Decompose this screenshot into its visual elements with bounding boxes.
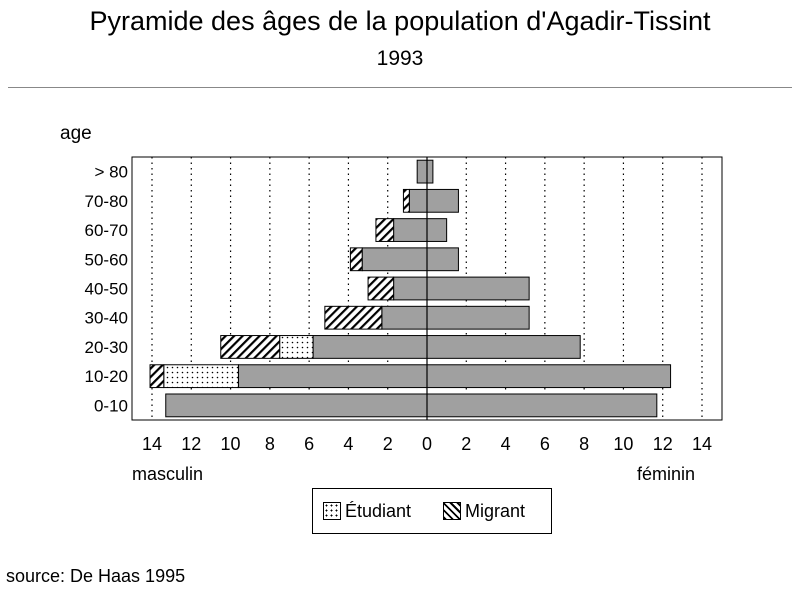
bar-male-etudiant — [163, 364, 239, 389]
y-tick-label: 40-50 — [85, 280, 128, 299]
dotted-pattern-swatch — [323, 502, 341, 520]
bar-male-resident — [393, 276, 428, 301]
bar-male-migrant — [349, 247, 363, 272]
y-tick-label: > 80 — [94, 163, 128, 182]
y-tick-label: 50-60 — [85, 250, 128, 269]
y-tick-label: 20-30 — [85, 338, 128, 357]
x-tick-label: 10 — [613, 434, 633, 454]
female-side-label: féminin — [637, 464, 696, 484]
legend-label-etudiant: Étudiant — [345, 500, 412, 521]
title-divider — [8, 87, 792, 88]
bar-male-resident — [237, 364, 428, 389]
chart-title: Pyramide des âges de la population d'Aga… — [89, 6, 711, 36]
x-tick-label: 10 — [221, 434, 241, 454]
x-tick-label: 2 — [461, 434, 471, 454]
bar-female-resident — [426, 159, 434, 184]
bar-male-migrant — [324, 305, 383, 330]
bar-female-resident — [426, 218, 448, 242]
legend-item-migrant: Migrant — [443, 500, 525, 522]
x-tick-label: 6 — [304, 434, 314, 454]
y-axis-label: age — [60, 123, 92, 144]
bar-male-migrant — [367, 276, 395, 301]
bar-female-resident — [426, 393, 658, 418]
x-tick-label: 2 — [383, 434, 393, 454]
source-note: source: De Haas 1995 — [6, 566, 186, 586]
bar-male-resident — [361, 247, 428, 272]
bar-female-resident — [426, 188, 459, 213]
legend-label-migrant: Migrant — [465, 500, 526, 521]
x-tick-label: 14 — [692, 434, 712, 454]
x-tick-label: 4 — [501, 434, 511, 454]
bar-male-resident — [165, 393, 428, 418]
x-tick-label: 4 — [343, 434, 353, 454]
bar-male-migrant — [220, 335, 281, 359]
y-tick-label: 70-80 — [85, 192, 128, 211]
bar-male-resident — [381, 305, 428, 330]
bar-male-migrant — [402, 188, 410, 213]
legend-item-etudiant: Étudiant — [323, 500, 411, 522]
bar-male-resident — [408, 188, 428, 213]
hatched-pattern-swatch — [443, 502, 461, 520]
y-tick-label: 60-70 — [85, 221, 128, 240]
y-tick-label: 0-10 — [94, 396, 128, 415]
y-tick-label: 10-20 — [85, 367, 128, 386]
x-tick-label: 8 — [265, 434, 275, 454]
chart-legend: Étudiant Migrant — [312, 488, 552, 534]
x-tick-label: 0 — [422, 434, 432, 454]
x-tick-label: 12 — [181, 434, 201, 454]
bar-female-resident — [426, 276, 530, 301]
male-side-label: masculin — [132, 464, 204, 484]
bar-male-resident — [416, 159, 428, 184]
bar-male-migrant — [149, 364, 165, 389]
bar-male-resident — [312, 335, 428, 359]
x-tick-label: 12 — [653, 434, 673, 454]
bar-male-migrant — [375, 218, 395, 242]
y-tick-label: 30-40 — [85, 309, 128, 328]
x-tick-label: 6 — [540, 434, 550, 454]
bar-female-resident — [426, 305, 530, 330]
chart-subtitle: 1993 — [376, 47, 424, 70]
bar-male-etudiant — [279, 335, 314, 359]
bar-female-resident — [426, 364, 672, 389]
bar-female-resident — [426, 247, 459, 272]
x-tick-label: 8 — [579, 434, 589, 454]
x-tick-label: 14 — [142, 434, 162, 454]
bar-female-resident — [426, 335, 581, 359]
bar-male-resident — [393, 218, 428, 242]
